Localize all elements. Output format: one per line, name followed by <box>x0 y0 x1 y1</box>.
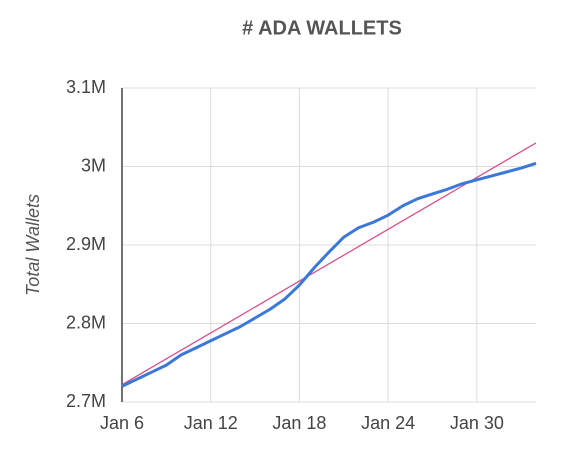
x-tick-label: Jan 12 <box>184 413 238 433</box>
x-tick-label: Jan 30 <box>450 413 504 433</box>
x-tick-label: Jan 6 <box>100 413 144 433</box>
y-tick-label: 2.9M <box>66 234 106 254</box>
y-axis-label: Total Wallets <box>23 194 43 296</box>
x-tick-label: Jan 18 <box>272 413 326 433</box>
y-tick-label: 2.7M <box>66 391 106 411</box>
y-tick-label: 2.8M <box>66 312 106 332</box>
chart-title: # ADA WALLETS <box>242 17 402 39</box>
x-tick-label: Jan 24 <box>361 413 415 433</box>
y-tick-label: 3M <box>81 155 106 175</box>
y-tick-label: 3.1M <box>66 77 106 97</box>
line-series <box>121 161 537 388</box>
